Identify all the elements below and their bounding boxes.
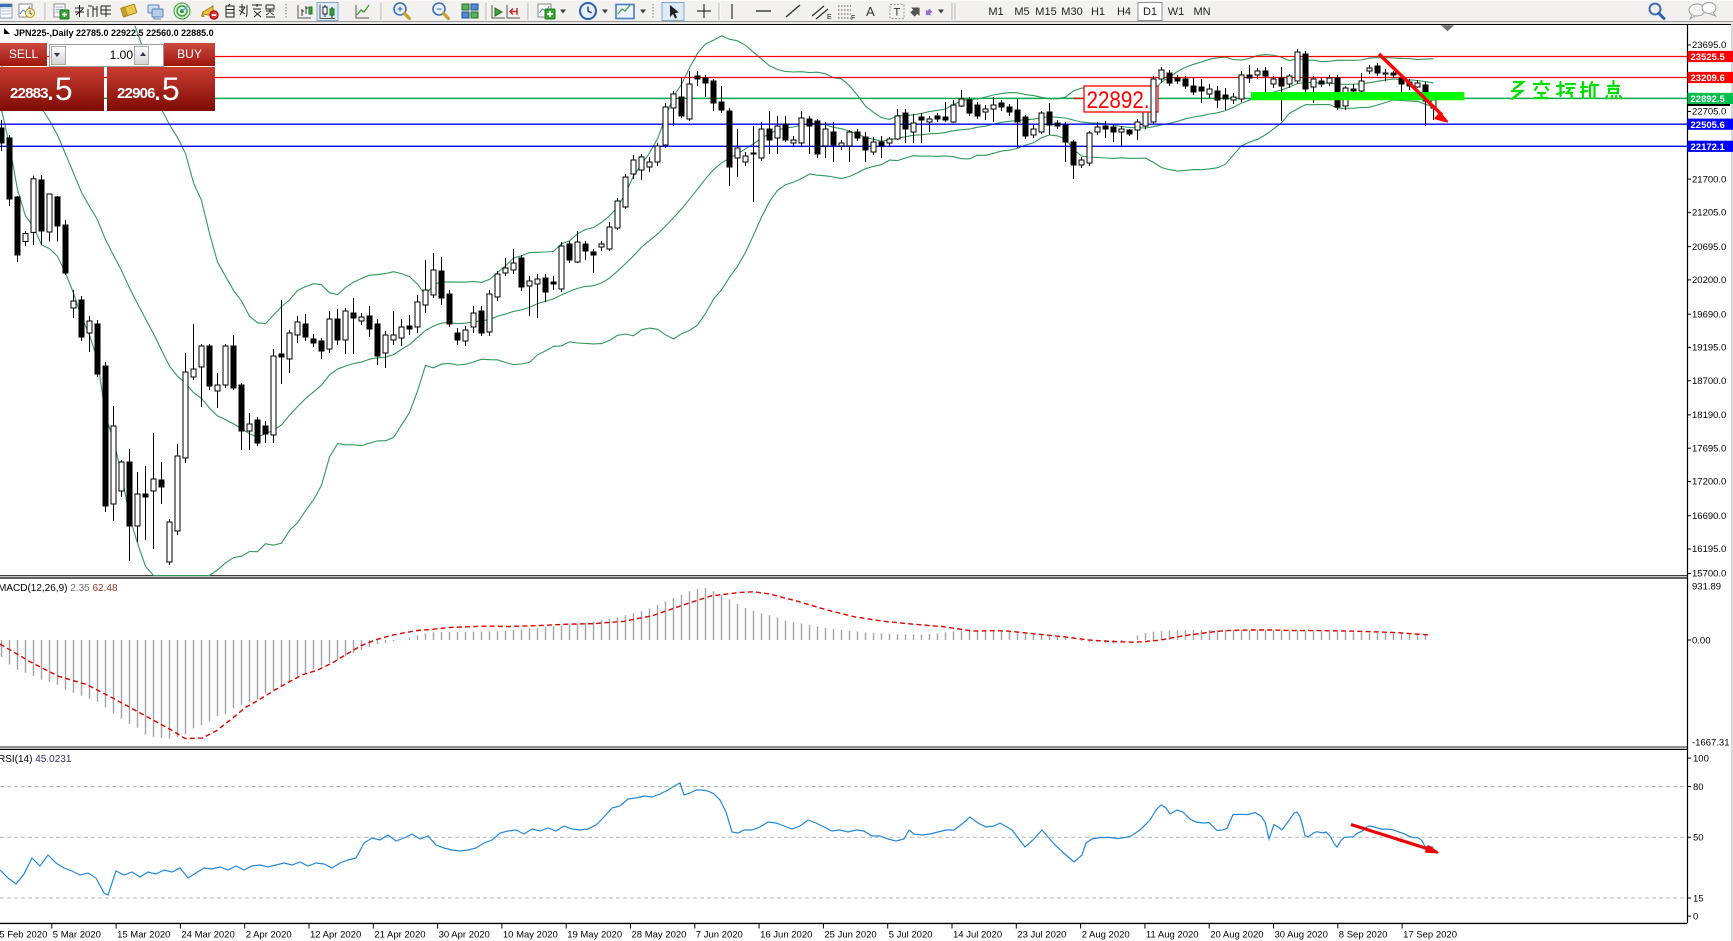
svg-text:15700.0: 15700.0 <box>1692 569 1726 580</box>
svg-text:931.89: 931.89 <box>1692 582 1721 593</box>
svg-text:H4: H4 <box>1117 6 1131 18</box>
svg-text:21700.0: 21700.0 <box>1692 174 1726 185</box>
svg-text:22505.6: 22505.6 <box>1691 120 1725 131</box>
svg-text:23525.5: 23525.5 <box>1691 52 1726 63</box>
svg-text:15: 15 <box>1693 893 1704 904</box>
svg-text:22172.1: 22172.1 <box>1691 142 1726 153</box>
svg-text:MACD(12,26,9) 2.35 62.48: MACD(12,26,9) 2.35 62.48 <box>0 583 118 594</box>
svg-text:2 Aug 2020: 2 Aug 2020 <box>1082 930 1130 941</box>
svg-text:A: A <box>866 4 875 19</box>
svg-text:23 Jul 2020: 23 Jul 2020 <box>1017 930 1066 941</box>
svg-text:20695.0: 20695.0 <box>1692 242 1726 253</box>
svg-text:0.00: 0.00 <box>1692 635 1711 646</box>
svg-text:100: 100 <box>1693 754 1709 765</box>
svg-text:21205.0: 21205.0 <box>1692 208 1726 219</box>
svg-text:+: + <box>397 5 403 16</box>
svg-text:F: F <box>851 15 855 22</box>
svg-text:17695.0: 17695.0 <box>1692 443 1726 454</box>
svg-text:22705.0: 22705.0 <box>1692 107 1726 118</box>
svg-text:E: E <box>827 14 832 21</box>
svg-text:28 May 2020: 28 May 2020 <box>632 930 687 941</box>
svg-text:D1: D1 <box>1143 6 1157 18</box>
svg-text:16690.0: 16690.0 <box>1692 511 1726 522</box>
svg-text:5 Jul 2020: 5 Jul 2020 <box>889 930 933 941</box>
svg-text:24 Mar 2020: 24 Mar 2020 <box>181 930 234 941</box>
svg-text:17200.0: 17200.0 <box>1692 477 1726 488</box>
svg-text:H1: H1 <box>1091 6 1105 18</box>
svg-text:15 Mar 2020: 15 Mar 2020 <box>117 930 170 941</box>
svg-text:50: 50 <box>1693 833 1704 844</box>
svg-text:30 Aug 2020: 30 Aug 2020 <box>1275 930 1328 941</box>
svg-text:12 Apr 2020: 12 Apr 2020 <box>310 930 361 941</box>
svg-text:19690.0: 19690.0 <box>1692 309 1726 320</box>
svg-text:23209.6: 23209.6 <box>1691 73 1725 84</box>
svg-text:25 Feb 2020: 25 Feb 2020 <box>0 930 47 941</box>
svg-text:19 May 2020: 19 May 2020 <box>567 930 622 941</box>
svg-text:RSI(14) 45.0231: RSI(14) 45.0231 <box>0 754 72 765</box>
svg-text:18700.0: 18700.0 <box>1692 376 1726 387</box>
svg-text:M1: M1 <box>988 6 1003 18</box>
svg-text:16 Jun 2020: 16 Jun 2020 <box>760 930 812 941</box>
svg-text:30 Apr 2020: 30 Apr 2020 <box>439 930 490 941</box>
svg-text:14 Jul 2020: 14 Jul 2020 <box>953 930 1002 941</box>
svg-text:M15: M15 <box>1035 6 1056 18</box>
svg-text:80: 80 <box>1693 782 1704 793</box>
svg-text:23695.0: 23695.0 <box>1692 40 1726 51</box>
svg-text:17 Sep 2020: 17 Sep 2020 <box>1403 930 1457 941</box>
svg-text:M5: M5 <box>1014 6 1029 18</box>
svg-text:22785.0 22922.5 22560.0 22885.: 22785.0 22922.5 22560.0 22885.0 <box>76 28 214 38</box>
svg-text:20200.0: 20200.0 <box>1692 275 1726 286</box>
svg-text:M30: M30 <box>1061 6 1082 18</box>
svg-text:MN: MN <box>1193 6 1210 18</box>
svg-text:T: T <box>894 7 901 19</box>
svg-text:10 May 2020: 10 May 2020 <box>503 930 558 941</box>
svg-text:18190.0: 18190.0 <box>1692 410 1726 421</box>
svg-text:22892.5: 22892.5 <box>1691 94 1726 105</box>
svg-text:-1667.31: -1667.31 <box>1692 737 1730 748</box>
svg-text:16195.0: 16195.0 <box>1692 544 1726 555</box>
svg-text:11 Aug 2020: 11 Aug 2020 <box>1146 930 1199 941</box>
svg-text:25 Jun 2020: 25 Jun 2020 <box>824 930 876 941</box>
svg-text:5 Mar 2020: 5 Mar 2020 <box>53 930 101 941</box>
svg-text:20 Aug 2020: 20 Aug 2020 <box>1210 930 1263 941</box>
svg-text:19195.0: 19195.0 <box>1692 343 1726 354</box>
svg-text:0: 0 <box>1693 912 1698 923</box>
svg-text:22892.: 22892. <box>1087 87 1150 114</box>
svg-text:8 Sep 2020: 8 Sep 2020 <box>1339 930 1388 941</box>
svg-text:JPN225-,Daily: JPN225-,Daily <box>14 28 74 38</box>
svg-text:W1: W1 <box>1168 6 1185 18</box>
svg-text:2 Apr 2020: 2 Apr 2020 <box>246 930 292 941</box>
svg-text:−: − <box>436 5 442 16</box>
svg-text:21 Apr 2020: 21 Apr 2020 <box>374 930 425 941</box>
svg-text:7 Jun 2020: 7 Jun 2020 <box>696 930 743 941</box>
